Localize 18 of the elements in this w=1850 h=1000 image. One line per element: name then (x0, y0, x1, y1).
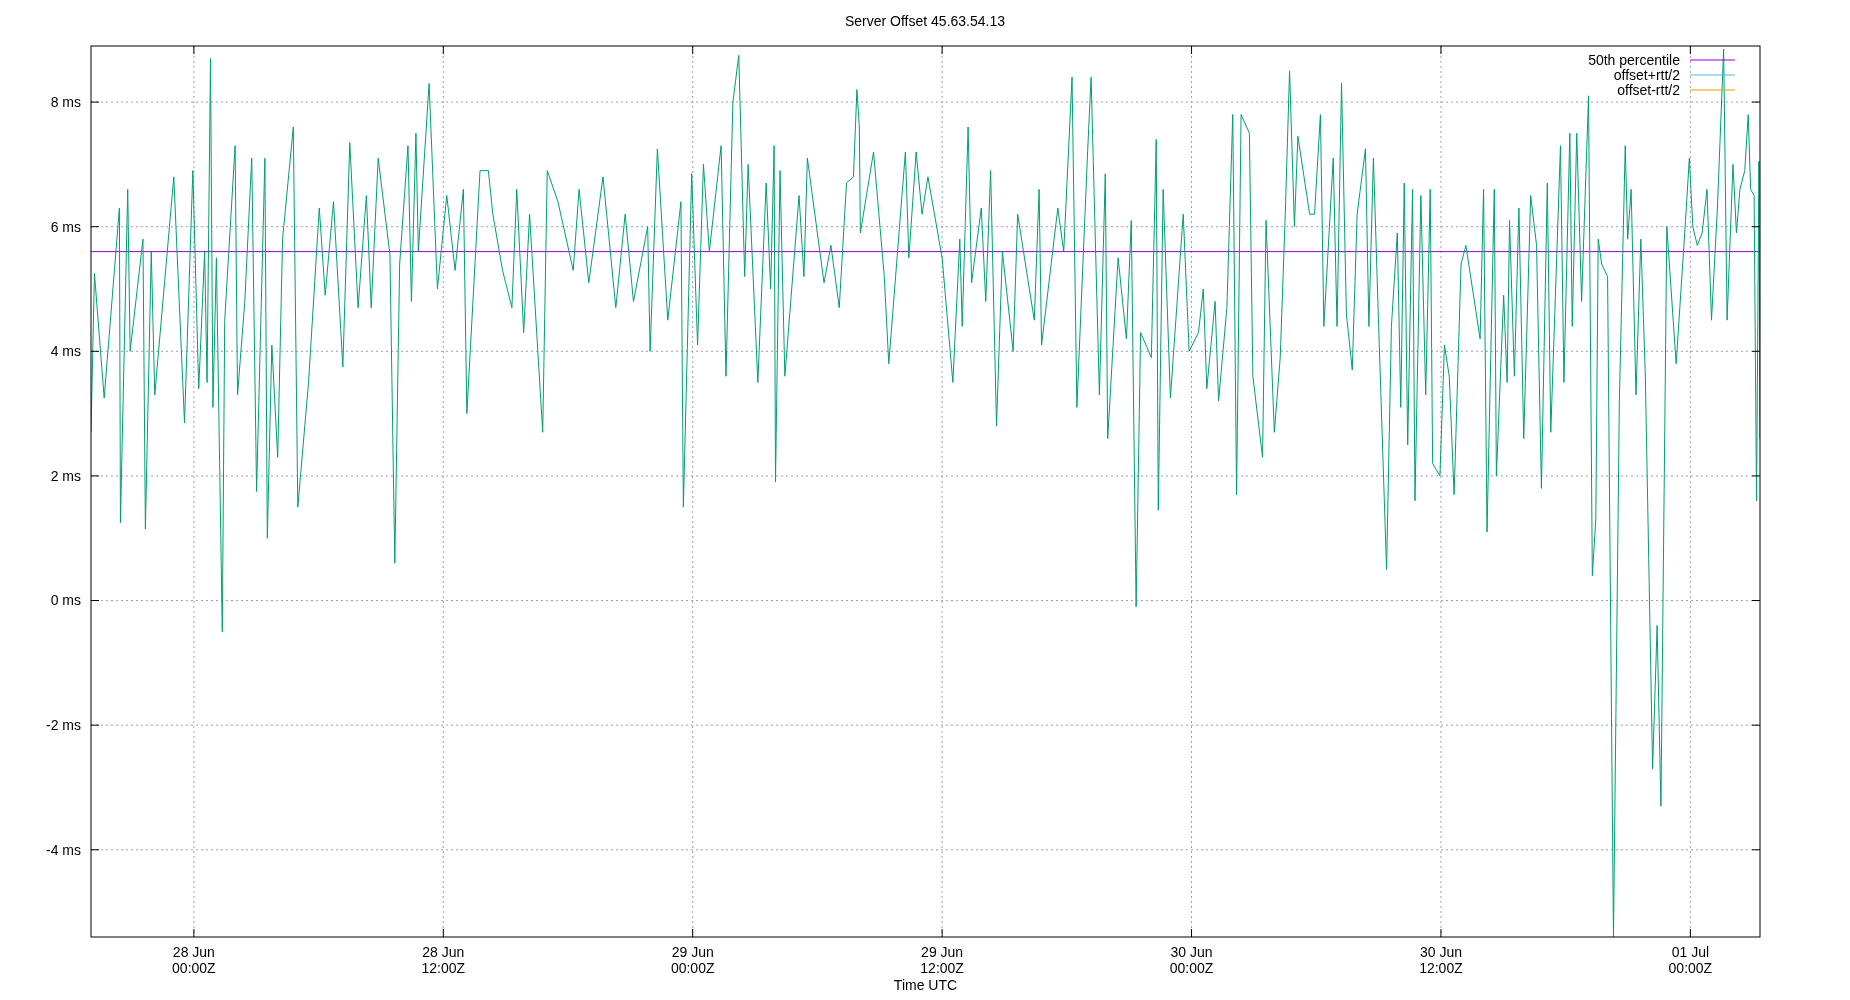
x-tick-label: 29 Jun 00:00Z (670, 944, 715, 976)
y-tick-label: 8 ms (50, 93, 81, 110)
y-tick-label: -4 ms (46, 841, 81, 858)
y-tick-label: -2 ms (46, 717, 81, 734)
legend-label: 50th percentile (1588, 51, 1681, 68)
x-tick-label: 30 Jun 12:00Z (1419, 944, 1464, 976)
y-tick-label: 0 ms (50, 592, 81, 609)
x-tick-label: 28 Jun 12:00Z (421, 944, 466, 976)
x-tick-label: 29 Jun 12:00Z (920, 944, 965, 976)
legend-label: offset-rtt/2 (1617, 81, 1681, 98)
x-axis-title: Time UTC (893, 977, 958, 993)
y-tick-label: 4 ms (50, 343, 81, 360)
y-tick-label: 6 ms (50, 218, 81, 235)
chart-title: Server Offset 45.63.54.13 (844, 13, 1006, 29)
x-tick-label: 01 Jul 00:00Z (1668, 944, 1713, 976)
x-tick-label: 28 Jun 00:00Z (172, 944, 217, 976)
y-tick-label: 2 ms (50, 467, 81, 484)
x-tick-label: 30 Jun 00:00Z (1169, 944, 1214, 976)
